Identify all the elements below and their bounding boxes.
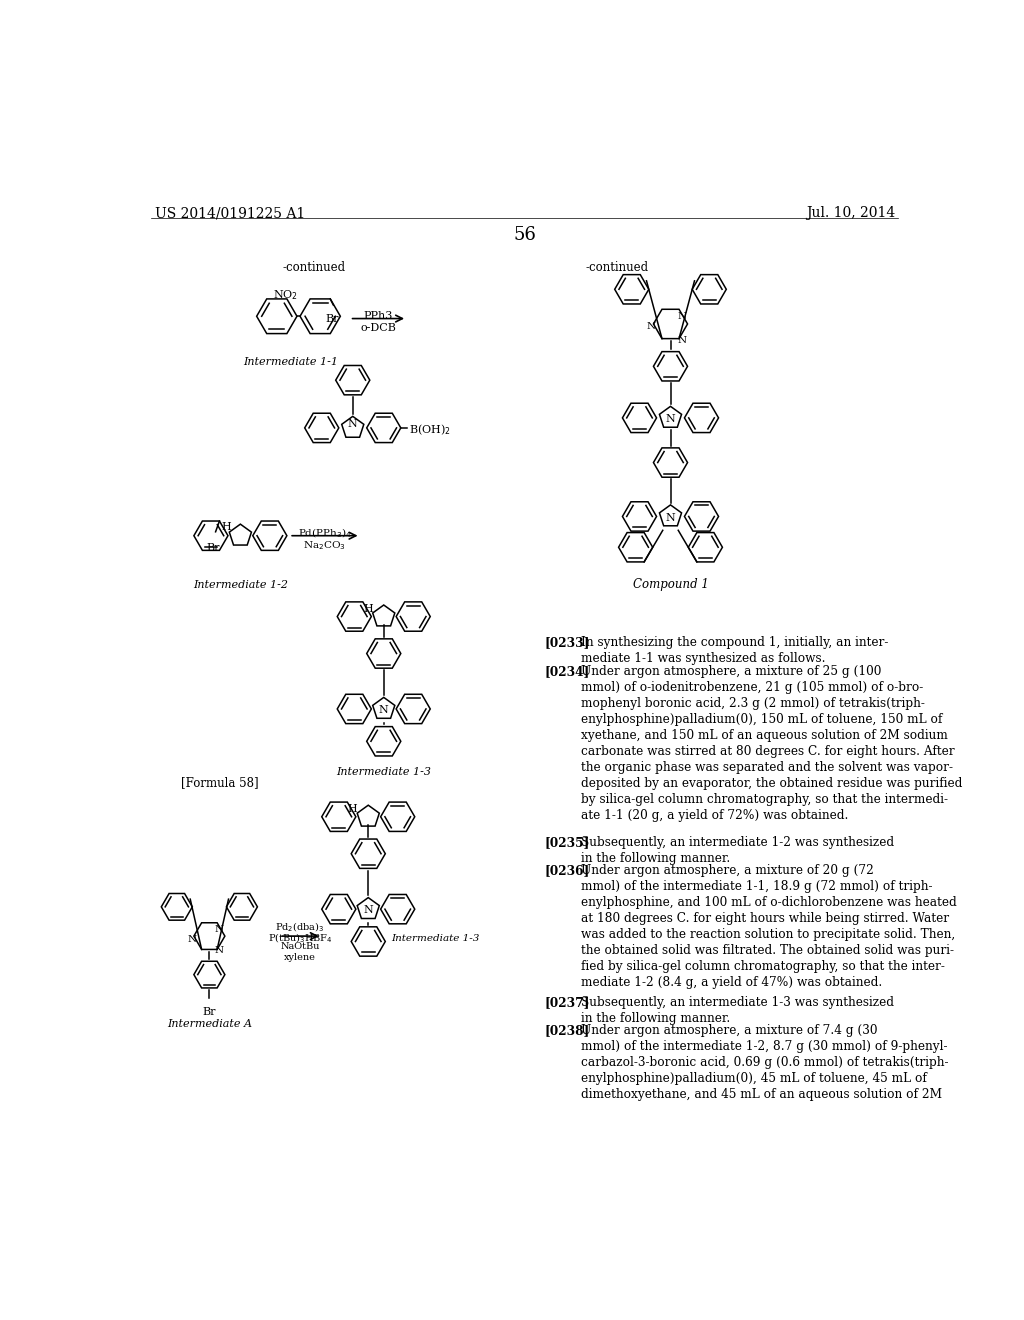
Text: N: N [666,414,676,424]
Text: Br: Br [325,314,339,325]
Text: N: N [678,335,687,345]
Text: Intermediate A: Intermediate A [167,1019,252,1030]
Text: -continued: -continued [283,261,345,273]
Text: Pd(PPh$_3$)$_4$: Pd(PPh$_3$)$_4$ [298,527,351,540]
Text: H: H [364,605,373,614]
Text: Intermediate 1-2: Intermediate 1-2 [193,581,288,590]
Text: N: N [215,925,224,935]
Text: [0233]: [0233] [544,636,590,649]
Text: [0236]: [0236] [544,863,590,876]
Text: [Formula 58]: [Formula 58] [180,776,258,789]
Text: B(OH)$_2$: B(OH)$_2$ [409,422,451,437]
Text: N: N [215,945,224,954]
Text: PPh3: PPh3 [364,312,393,321]
Text: Subsequently, an intermediate 1-2 was synthesized
in the following manner.: Subsequently, an intermediate 1-2 was sy… [582,836,895,865]
Text: Na$_2$CO$_3$: Na$_2$CO$_3$ [303,539,346,552]
Text: H: H [221,521,231,532]
Text: Pd$_2$(dba)$_3$: Pd$_2$(dba)$_3$ [275,921,325,935]
Text: Br: Br [203,1007,216,1016]
Text: N: N [379,705,389,715]
Text: [0235]: [0235] [544,836,590,849]
Text: N: N [666,512,676,523]
Text: H: H [348,804,357,814]
Text: o-DCB: o-DCB [360,323,396,333]
Text: N: N [187,935,197,944]
Text: N: N [678,312,687,321]
Text: N: N [646,322,655,331]
Text: Subsequently, an intermediate 1-3 was synthesized
in the following manner.: Subsequently, an intermediate 1-3 was sy… [582,997,894,1026]
Text: Compound 1: Compound 1 [633,578,709,591]
Text: NO$_2$: NO$_2$ [273,289,298,302]
Text: US 2014/0191225 A1: US 2014/0191225 A1 [155,206,305,220]
Text: [0237]: [0237] [544,997,590,1010]
Text: Br: Br [207,543,220,553]
Text: 56: 56 [513,226,537,244]
Text: Under argon atmosphere, a mixture of 25 g (100
mmol) of o-iodenitrobenzene, 21 g: Under argon atmosphere, a mixture of 25 … [582,665,963,822]
Text: NaOtBu: NaOtBu [281,942,319,952]
Text: Intermediate 1-1: Intermediate 1-1 [244,358,338,367]
Text: N: N [364,906,373,915]
Text: [0234]: [0234] [544,665,590,678]
Text: Under argon atmosphere, a mixture of 20 g (72
mmol) of the intermediate 1-1, 18.: Under argon atmosphere, a mixture of 20 … [582,863,957,989]
Text: Intermediate 1-3: Intermediate 1-3 [391,933,480,942]
Text: -continued: -continued [586,261,648,273]
Text: [0238]: [0238] [544,1024,590,1038]
Text: Jul. 10, 2014: Jul. 10, 2014 [806,206,895,220]
Text: Under argon atmosphere, a mixture of 7.4 g (30
mmol) of the intermediate 1-2, 8.: Under argon atmosphere, a mixture of 7.4… [582,1024,949,1101]
Text: In synthesizing the compound 1, initially, an inter-
mediate 1-1 was synthesized: In synthesizing the compound 1, initiall… [582,636,889,665]
Text: xylene: xylene [284,953,316,962]
Text: P(tBu)$_3$HBF$_4$: P(tBu)$_3$HBF$_4$ [267,932,333,945]
Text: Intermediate 1-3: Intermediate 1-3 [336,767,431,777]
Text: N: N [348,418,357,429]
